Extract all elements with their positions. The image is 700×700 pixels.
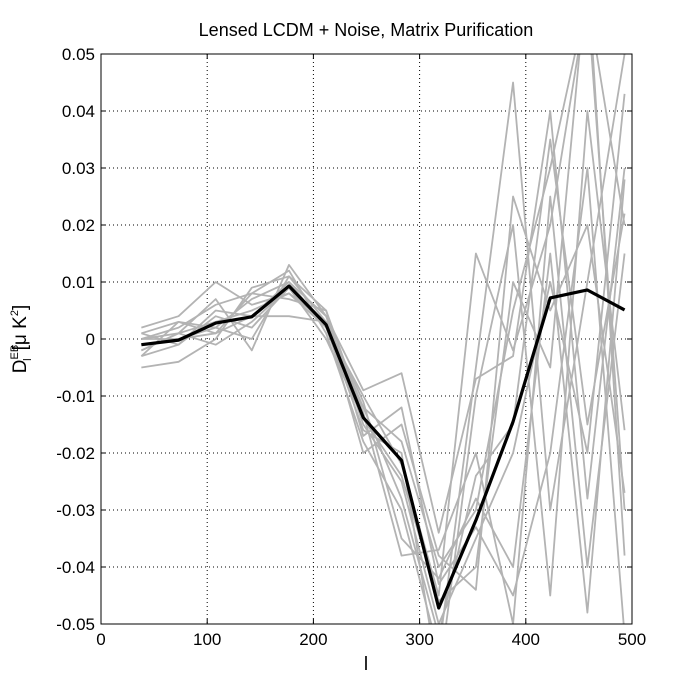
- x-tick-label: 200: [299, 630, 327, 649]
- x-tick-label: 400: [512, 630, 540, 649]
- y-tick-label: 0.05: [62, 45, 95, 64]
- x-tick-label: 500: [618, 630, 646, 649]
- y-label-base: D: [10, 360, 31, 374]
- realization-line: [141, 110, 626, 624]
- realization-line: [141, 54, 626, 597]
- y-tick-label: 0.04: [62, 102, 95, 121]
- y-tick-label: 0: [86, 330, 95, 349]
- realization-line: [141, 195, 626, 591]
- y-tick-label: -0.02: [56, 444, 95, 463]
- y-label-sub: l: [22, 358, 34, 360]
- realization-line: [141, 167, 625, 624]
- axis-ticks: [100, 53, 633, 625]
- x-tick-label: 100: [193, 630, 221, 649]
- realization-line: [141, 179, 626, 614]
- realization-line: [141, 93, 626, 624]
- realization-lines: [140, 54, 626, 624]
- y-tick-label: -0.04: [56, 558, 95, 577]
- y-tick-label: 0.01: [62, 273, 95, 292]
- y-label-unit-open: [μ K: [10, 316, 31, 351]
- y-tick-label: -0.01: [56, 387, 95, 406]
- chart-title: Lensed LCDM + Noise, Matrix Purification: [199, 20, 534, 40]
- y-tick-label: 0.02: [62, 216, 95, 235]
- y-tick-label: 0.03: [62, 159, 95, 178]
- y-label-unit-sup: 2: [9, 310, 21, 316]
- y-axis-label: DEBl [μ K2]: [9, 305, 34, 373]
- mean-line: [141, 284, 626, 610]
- y-label-unit-close: ]: [10, 305, 31, 310]
- realization-line: [141, 195, 626, 624]
- y-tick-labels: -0.05 -0.04 -0.03 -0.02 -0.01 0 0.01 0.02 0.03 0.…: [56, 45, 95, 634]
- y-tick-label: -0.05: [56, 615, 95, 634]
- realization-line: [141, 54, 626, 603]
- grid-lines: [101, 54, 632, 624]
- x-tick-labels: 0 100 200 300 400 500: [96, 630, 646, 649]
- y-tick-label: -0.03: [56, 501, 95, 520]
- realization-line: [141, 54, 626, 624]
- mean-line-layer: [141, 284, 626, 610]
- x-tick-label: 300: [405, 630, 433, 649]
- realization-line: [140, 110, 626, 534]
- x-axis-label: l: [364, 654, 368, 675]
- x-tick-label: 0: [96, 630, 105, 649]
- y-label-sup: EB: [9, 345, 21, 360]
